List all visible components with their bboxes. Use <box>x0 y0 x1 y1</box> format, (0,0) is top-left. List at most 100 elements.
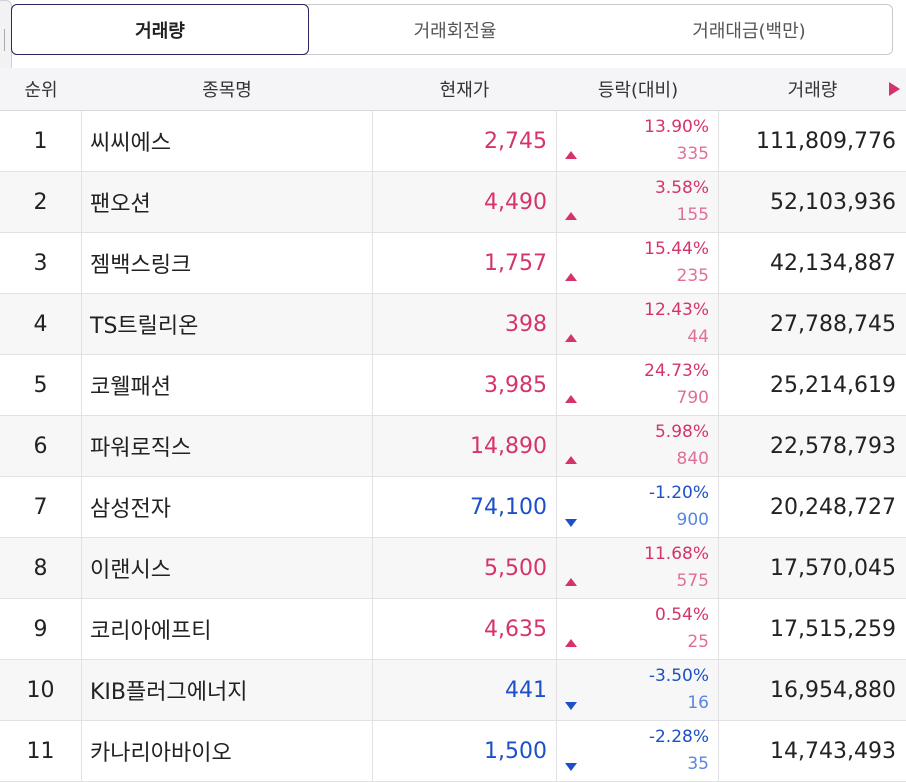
change-cell: 12.43% 44 <box>557 294 719 354</box>
table-row[interactable]: 3 젬백스링크 1,757 15.44% 235 42,134,887 <box>0 233 906 294</box>
table-row[interactable]: 5 코웰패션 3,985 24.73% 790 25,214,619 <box>0 355 906 416</box>
handle-grip <box>4 29 5 51</box>
change-percent: -3.50% <box>648 666 709 686</box>
current-price: 4,490 <box>372 172 557 232</box>
table-row[interactable]: 7 삼성전자 74,100 -1.20% 900 20,248,727 <box>0 477 906 538</box>
change-cell: 3.58% 155 <box>557 172 719 232</box>
current-price: 5,500 <box>372 538 557 598</box>
stock-name[interactable]: 삼성전자 <box>90 497 171 522</box>
rank-cell: 11 <box>0 721 82 781</box>
change-amount: 575 <box>676 571 709 591</box>
change-percent: 12.43% <box>644 300 709 320</box>
change-amount: 790 <box>676 388 709 408</box>
volume-cell: 14,743,493 <box>770 738 896 764</box>
change-percent: 13.90% <box>644 117 709 137</box>
stock-name[interactable]: 코웰패션 <box>90 375 171 400</box>
change-percent: 0.54% <box>654 605 709 625</box>
change-amount: 900 <box>676 510 709 530</box>
volume-cell: 52,103,936 <box>770 189 896 215</box>
table-row[interactable]: 1 씨씨에스 2,745 13.90% 335 111,809,776 <box>0 111 906 172</box>
change-cell: 11.68% 575 <box>557 538 719 598</box>
tab-turnover[interactable]: 거래회전율 <box>413 20 497 42</box>
current-price: 2,745 <box>372 111 557 171</box>
change-amount: 155 <box>676 205 709 225</box>
rank-cell: 9 <box>0 599 82 659</box>
change-percent: -2.28% <box>648 727 709 747</box>
table-row[interactable]: 2 팬오션 4,490 3.58% 155 52,103,936 <box>0 172 906 233</box>
change-cell: 0.54% 25 <box>557 599 719 659</box>
rank-cell: 10 <box>0 660 82 720</box>
header-price: 현재가 <box>439 80 490 101</box>
change-cell: 15.44% 235 <box>557 233 719 293</box>
arrow-down-icon <box>565 519 577 527</box>
stock-name[interactable]: 이랜시스 <box>90 558 171 583</box>
current-price: 14,890 <box>372 416 557 476</box>
arrow-up-icon <box>565 334 577 342</box>
change-percent: 24.73% <box>644 361 709 381</box>
table-row[interactable]: 9 코리아에프티 4,635 0.54% 25 17,515,259 <box>0 599 906 660</box>
volume-cell: 111,809,776 <box>756 128 896 154</box>
current-price: 441 <box>372 660 557 720</box>
volume-cell: 25,214,619 <box>770 372 896 398</box>
header-volume: 거래량 <box>787 80 838 101</box>
volume-cell: 17,515,259 <box>770 616 896 642</box>
volume-cell: 16,954,880 <box>770 677 896 703</box>
table-row[interactable]: 8 이랜시스 5,500 11.68% 575 17,570,045 <box>0 538 906 599</box>
arrow-up-icon <box>565 273 577 281</box>
table-row[interactable]: 4 TS트릴리온 398 12.43% 44 27,788,745 <box>0 294 906 355</box>
rank-cell: 3 <box>0 233 82 293</box>
table-row[interactable]: 6 파워로직스 14,890 5.98% 840 22,578,793 <box>0 416 906 477</box>
arrow-up-icon <box>565 151 577 159</box>
table-header: 순위 종목명 현재가 등락(대비) 거래량 <box>0 68 906 111</box>
change-percent: -1.20% <box>648 483 709 503</box>
stock-name[interactable]: 파워로직스 <box>90 436 192 461</box>
change-cell: 5.98% 840 <box>557 416 719 476</box>
rank-cell: 5 <box>0 355 82 415</box>
change-cell: 13.90% 335 <box>557 111 719 171</box>
rank-cell: 1 <box>0 111 82 171</box>
change-percent: 11.68% <box>644 544 709 564</box>
volume-cell: 20,248,727 <box>770 494 896 520</box>
volume-cell: 22,578,793 <box>770 433 896 459</box>
change-amount: 16 <box>687 693 709 713</box>
stock-name[interactable]: 젬백스링크 <box>90 253 192 278</box>
stock-name[interactable]: TS트릴리온 <box>90 314 199 339</box>
arrow-up-icon <box>565 395 577 403</box>
stock-name[interactable]: 팬오션 <box>90 192 151 217</box>
volume-cell: 42,134,887 <box>770 250 896 276</box>
current-price: 1,757 <box>372 233 557 293</box>
change-percent: 5.98% <box>654 422 709 442</box>
stock-name[interactable]: 씨씨에스 <box>90 131 171 156</box>
change-cell: -2.28% 35 <box>557 721 719 781</box>
arrow-up-icon <box>565 578 577 586</box>
change-amount: 25 <box>687 632 709 652</box>
header-change: 등락(대비) <box>597 80 679 101</box>
tab-volume[interactable]: 거래량 <box>11 4 309 55</box>
arrow-down-icon <box>565 702 577 710</box>
change-amount: 44 <box>687 327 709 347</box>
tab-trading-value[interactable]: 거래대금(백만) <box>692 20 806 42</box>
header-rank: 순위 <box>24 80 58 101</box>
scroll-right-icon[interactable] <box>889 82 900 96</box>
tab-bar: 거래량 거래회전율 거래대금(백만) <box>11 4 893 55</box>
table-row[interactable]: 10 KIB플러그에너지 441 -3.50% 16 16,954,880 <box>0 660 906 721</box>
change-cell: -1.20% 900 <box>557 477 719 537</box>
rank-cell: 8 <box>0 538 82 598</box>
change-percent: 3.58% <box>654 178 709 198</box>
change-amount: 335 <box>676 144 709 164</box>
current-price: 3,985 <box>372 355 557 415</box>
rank-cell: 2 <box>0 172 82 232</box>
stock-table-body: 1 씨씨에스 2,745 13.90% 335 111,809,776 2 팬오션 4,490 3… <box>0 111 906 782</box>
change-amount: 840 <box>676 449 709 469</box>
stock-name[interactable]: 코리아에프티 <box>90 619 212 644</box>
arrow-down-icon <box>565 763 577 771</box>
volume-cell: 27,788,745 <box>770 311 896 337</box>
stock-name[interactable]: 카나리아바이오 <box>90 741 232 766</box>
header-name: 종목명 <box>202 80 252 101</box>
rank-cell: 7 <box>0 477 82 537</box>
current-price: 74,100 <box>372 477 557 537</box>
arrow-up-icon <box>565 212 577 220</box>
stock-name[interactable]: KIB플러그에너지 <box>90 680 248 705</box>
current-price: 398 <box>372 294 557 354</box>
table-row[interactable]: 11 카나리아바이오 1,500 -2.28% 35 14,743,493 <box>0 721 906 782</box>
